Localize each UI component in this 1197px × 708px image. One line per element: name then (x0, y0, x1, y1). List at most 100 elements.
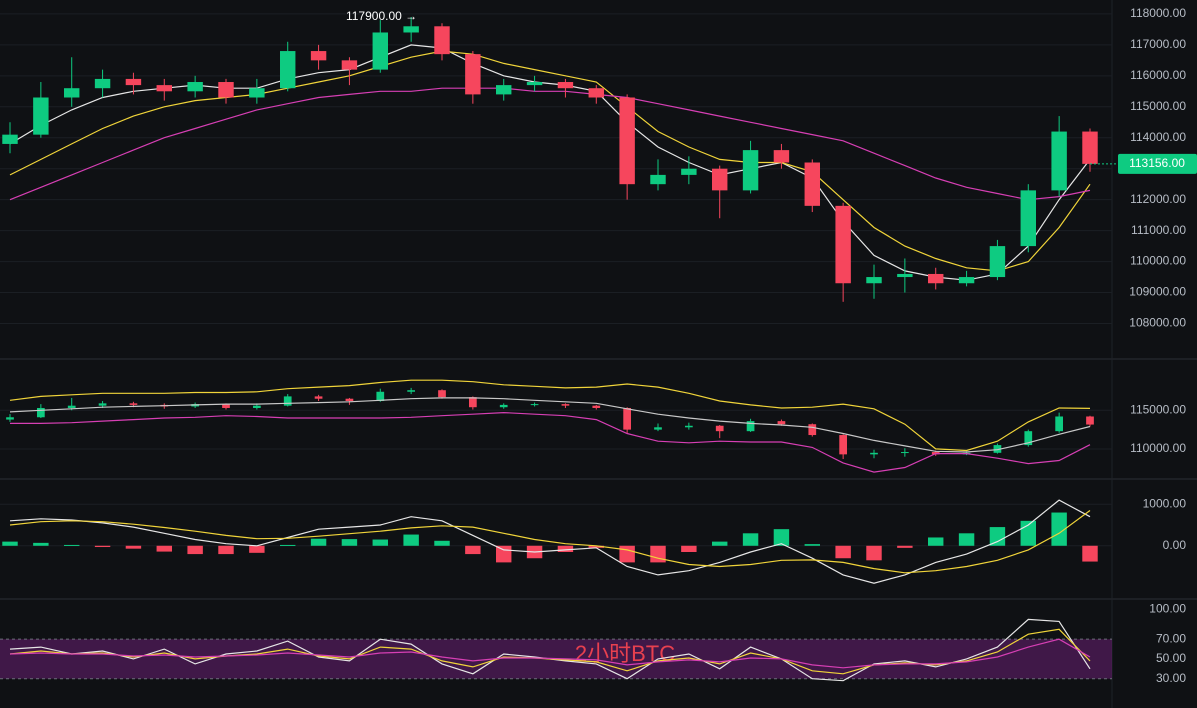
candle-body (715, 425, 724, 432)
last-price-label: 113156.00 (1129, 156, 1185, 170)
y-tick-label: 1000.00 (1143, 496, 1187, 510)
candle-body (434, 26, 450, 55)
macd-histogram-bar (557, 545, 574, 553)
macd-histogram-bar (619, 545, 635, 563)
macd-histogram-bar (156, 545, 172, 552)
y-tick-label: 50.00 (1156, 651, 1186, 665)
candle-body (958, 277, 975, 284)
candle-body (712, 168, 728, 191)
macd-histogram-bar (187, 545, 203, 555)
y-tick-label: 100.00 (1149, 602, 1186, 616)
candle-body (561, 404, 570, 406)
indicator-line (9, 87, 1091, 201)
candle-body (1055, 416, 1063, 432)
candle-body (283, 396, 292, 406)
y-tick-label: 118000.00 (1130, 6, 1186, 20)
macd-histogram-bar (804, 544, 820, 546)
macd-histogram-bar (465, 545, 481, 555)
candle-body (808, 424, 817, 436)
macd-histogram-bar (249, 545, 265, 553)
candle-body (989, 246, 1006, 278)
candle-body (746, 421, 755, 432)
candle-body (685, 425, 693, 428)
candle-body (496, 85, 512, 95)
candle-body (526, 82, 543, 86)
macd-histogram-bar (928, 537, 944, 546)
candle-body (2, 134, 18, 144)
macd-histogram-bar (866, 545, 882, 561)
y-tick-label: 0.00 (1163, 538, 1187, 552)
candle-body (897, 273, 913, 278)
macd-histogram-bar (434, 540, 450, 546)
candle-body (742, 150, 759, 191)
candle-body (345, 398, 354, 402)
macd-histogram-bar (125, 545, 142, 549)
candle-body (280, 51, 296, 89)
candle-body (1024, 431, 1033, 446)
candle-body (376, 391, 385, 402)
y-tick-label: 108000.00 (1129, 316, 1186, 330)
last-price-box (1118, 153, 1197, 174)
macd-histogram-bar (403, 534, 419, 546)
candle-body (314, 396, 323, 399)
candle-body (804, 162, 820, 206)
candle-body (588, 88, 604, 98)
candle-body (438, 390, 446, 398)
candle-body (222, 404, 230, 408)
macd-histogram-bar (773, 529, 790, 546)
candle-body (1020, 190, 1036, 247)
candle-body (777, 421, 786, 425)
indicator-line (10, 411, 1091, 473)
candle-body (650, 174, 666, 185)
y-tick-label: 115000.00 (1130, 99, 1186, 113)
y-tick-label: 114000.00 (1130, 130, 1186, 144)
macd-histogram-bar (218, 545, 234, 555)
y-tick-label: 112000.00 (1130, 192, 1186, 206)
candle-body (218, 82, 234, 98)
candle-body (839, 435, 847, 455)
candle-body (592, 405, 601, 408)
candle-body (403, 26, 419, 33)
candle-body (33, 97, 49, 135)
macd-histogram-bar (2, 541, 18, 546)
candle-body (557, 82, 574, 89)
candle-body (341, 60, 358, 70)
macd-histogram-bar (712, 541, 728, 546)
candle-body (98, 403, 107, 406)
candle-body (156, 85, 172, 92)
candle-body (619, 97, 635, 185)
candle-body (530, 404, 539, 406)
macd-histogram-bar (742, 533, 759, 546)
y-tick-label: 110000.00 (1130, 441, 1186, 455)
y-tick-label: 109000.00 (1129, 285, 1186, 299)
candle-body (993, 445, 1002, 453)
macd-histogram-bar (33, 542, 49, 546)
indicator-line (9, 397, 1091, 453)
candle-body (310, 51, 327, 61)
y-tick-label: 116000.00 (1130, 68, 1186, 82)
candle-body (253, 405, 261, 408)
candle-body (37, 407, 45, 418)
y-tick-label: 110000.00 (1130, 254, 1186, 268)
macd-histogram-bar (681, 545, 697, 553)
candle-body (249, 88, 265, 98)
macd-histogram-bar (1082, 545, 1098, 562)
candle-body (6, 417, 14, 420)
y-tick-label: 70.00 (1156, 631, 1186, 645)
macd-histogram-bar (310, 538, 327, 546)
macd-histogram-bar (372, 539, 388, 546)
candle-body (901, 452, 909, 454)
macd-histogram-bar (64, 544, 80, 546)
candle-body (681, 168, 697, 175)
macd-histogram-bar (341, 539, 358, 546)
candle-body (465, 54, 481, 95)
y-tick-label: 30.00 (1156, 671, 1186, 685)
macd-histogram-bar (897, 545, 913, 548)
candle-body (499, 404, 508, 408)
candle-body (1082, 131, 1098, 164)
macd-histogram-bar (588, 545, 604, 548)
macd-histogram-bar (280, 544, 296, 546)
macd-histogram-bar (835, 545, 851, 559)
candle-body (1051, 131, 1067, 191)
macd-histogram-bar (650, 545, 666, 563)
